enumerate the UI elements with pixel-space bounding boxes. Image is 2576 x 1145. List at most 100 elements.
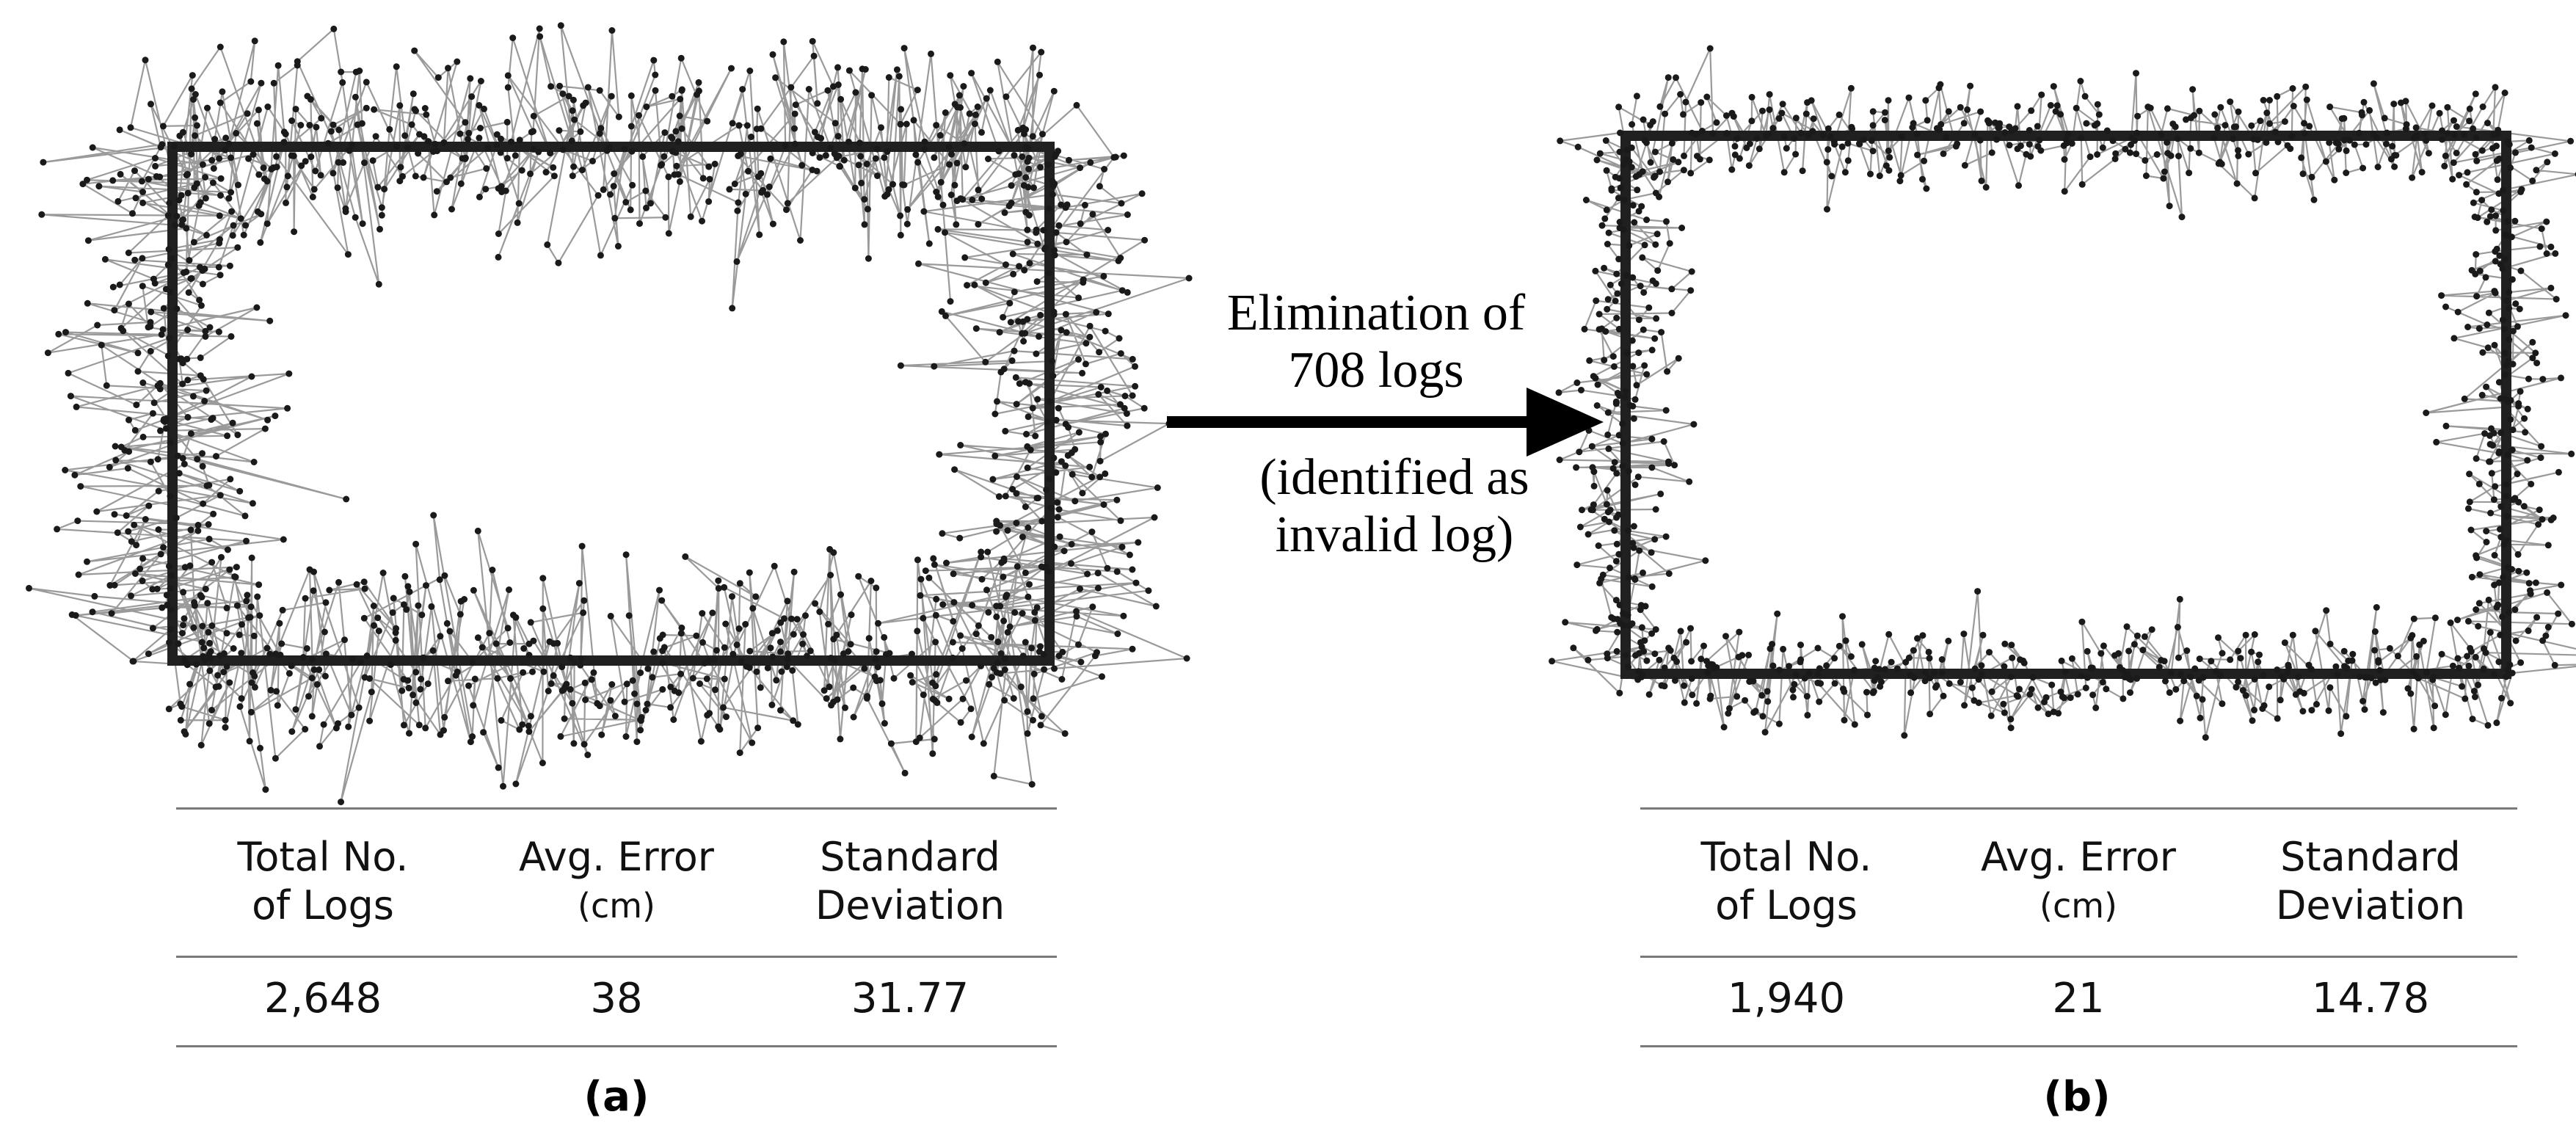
log-point bbox=[726, 186, 733, 193]
log-point bbox=[909, 650, 915, 658]
log-point bbox=[1096, 457, 1104, 465]
log-point bbox=[519, 721, 526, 728]
log-point bbox=[1005, 203, 1013, 210]
log-point bbox=[2211, 134, 2218, 142]
log-point bbox=[2504, 666, 2511, 674]
log-point bbox=[91, 592, 98, 600]
log-point bbox=[550, 172, 558, 180]
log-point bbox=[2335, 145, 2343, 153]
log-point bbox=[825, 620, 832, 628]
log-point bbox=[2356, 129, 2363, 137]
log-point bbox=[2227, 656, 2234, 664]
log-point bbox=[1011, 288, 1018, 296]
log-point bbox=[2473, 189, 2480, 196]
log-point bbox=[610, 183, 617, 190]
log-point bbox=[1042, 563, 1049, 570]
log-point bbox=[217, 192, 224, 199]
log-point bbox=[428, 603, 435, 610]
log-point bbox=[1009, 250, 1016, 258]
log-point bbox=[159, 326, 167, 333]
log-point bbox=[1633, 382, 1640, 389]
log-point bbox=[1876, 172, 1883, 180]
log-point bbox=[790, 717, 797, 724]
log-point bbox=[791, 110, 798, 117]
log-point bbox=[2251, 675, 2258, 683]
log-point bbox=[988, 674, 995, 681]
log-point bbox=[1622, 652, 1629, 659]
log-point bbox=[2503, 297, 2511, 305]
log-point bbox=[878, 700, 886, 708]
log-point bbox=[874, 664, 881, 671]
log-point bbox=[172, 222, 179, 229]
log-point bbox=[1702, 557, 1709, 564]
log-point bbox=[947, 298, 954, 305]
log-point bbox=[371, 106, 378, 113]
log-point bbox=[327, 128, 335, 135]
log-point bbox=[2260, 672, 2267, 679]
log-point bbox=[495, 185, 502, 192]
log-point bbox=[881, 720, 888, 727]
log-point bbox=[1613, 540, 1620, 548]
log-point bbox=[658, 161, 664, 169]
log-point bbox=[1896, 178, 1904, 185]
log-point bbox=[1058, 327, 1065, 334]
log-point bbox=[1001, 666, 1008, 673]
log-point bbox=[2544, 623, 2552, 630]
log-point bbox=[348, 711, 355, 719]
log-point bbox=[1014, 473, 1020, 480]
log-point bbox=[1096, 349, 1103, 356]
log-point bbox=[1648, 435, 1656, 443]
log-point bbox=[2078, 134, 2085, 142]
log-point bbox=[210, 165, 217, 172]
log-point bbox=[1860, 136, 1867, 143]
log-point bbox=[1660, 438, 1667, 445]
log-point bbox=[344, 251, 352, 258]
log-point bbox=[316, 743, 323, 750]
log-point bbox=[912, 738, 920, 746]
log-point bbox=[2464, 653, 2471, 660]
log-point bbox=[2409, 632, 2416, 639]
log-point bbox=[1828, 172, 1835, 180]
log-point bbox=[1025, 211, 1033, 219]
log-point bbox=[196, 297, 203, 304]
log-point bbox=[1083, 340, 1090, 347]
log-point bbox=[1838, 143, 1846, 150]
log-point bbox=[316, 666, 323, 673]
log-point bbox=[2175, 654, 2182, 661]
log-point bbox=[903, 220, 911, 228]
log-point bbox=[2026, 127, 2033, 134]
log-point bbox=[2084, 647, 2091, 655]
log-point bbox=[2303, 96, 2310, 103]
log-point bbox=[1790, 694, 1797, 701]
log-point bbox=[1061, 730, 1069, 737]
log-point bbox=[2092, 704, 2100, 711]
log-point bbox=[1758, 691, 1766, 699]
log-point bbox=[1022, 504, 1029, 510]
log-point bbox=[197, 354, 204, 361]
log-point bbox=[2464, 617, 2472, 625]
log-point bbox=[2511, 606, 2519, 614]
log-point bbox=[2480, 665, 2487, 672]
log-point bbox=[2174, 135, 2181, 142]
log-point bbox=[2363, 674, 2371, 681]
log-point bbox=[2094, 151, 2101, 158]
log-point bbox=[192, 91, 199, 98]
log-point bbox=[948, 150, 955, 158]
log-point bbox=[910, 117, 917, 124]
log-point bbox=[2520, 503, 2528, 510]
log-point bbox=[912, 151, 920, 159]
log-point bbox=[1612, 400, 1620, 407]
log-point bbox=[1050, 308, 1058, 316]
log-point bbox=[925, 574, 933, 581]
log-point bbox=[284, 404, 291, 412]
log-point bbox=[2383, 129, 2390, 137]
log-point bbox=[1576, 523, 1584, 531]
log-point bbox=[1827, 134, 1834, 141]
log-point bbox=[302, 158, 309, 165]
log-point bbox=[247, 603, 255, 611]
log-point bbox=[2123, 623, 2131, 630]
log-point bbox=[1805, 132, 1812, 139]
log-point bbox=[1984, 117, 1991, 124]
log-point bbox=[1831, 680, 1838, 687]
log-point bbox=[1041, 666, 1048, 673]
